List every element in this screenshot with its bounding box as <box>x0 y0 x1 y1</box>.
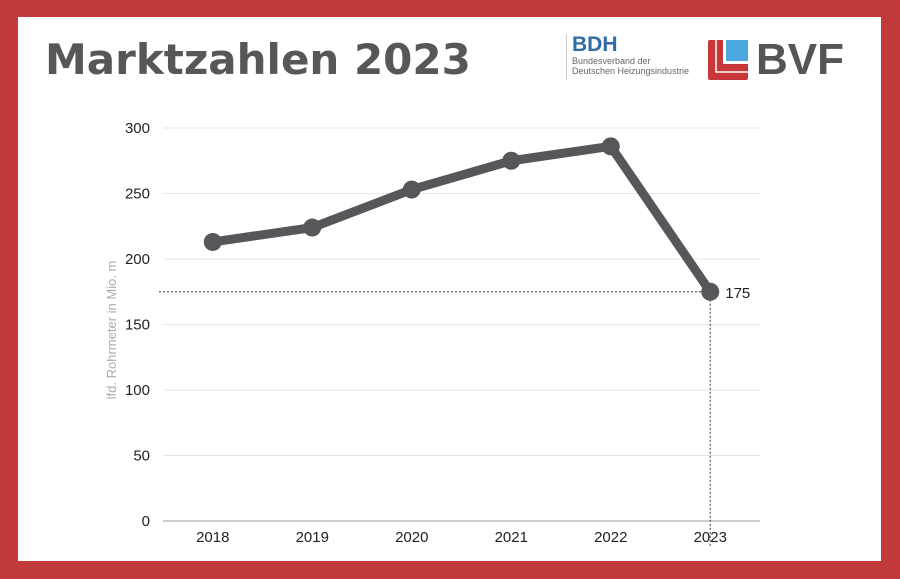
data-point-2020 <box>402 180 421 199</box>
x-tick-label: 2019 <box>296 529 329 546</box>
y-tick-label: 50 <box>133 448 150 465</box>
bvf-logo-name: BVF <box>756 35 844 84</box>
bdh-logo: BDH Bundesverband der Deutschen Heizungs… <box>566 34 689 80</box>
bdh-subtitle-2: Deutschen Heizungsindustrie <box>572 66 690 76</box>
x-tick-label: 2020 <box>395 529 428 546</box>
series-line <box>208 141 715 297</box>
frame <box>18 17 881 561</box>
data-point-2021 <box>502 151 521 170</box>
bvf-logo: BVF <box>708 38 844 82</box>
bdh-subtitle-1: Bundesverband der <box>572 56 651 66</box>
x-tick-label: 2018 <box>196 529 229 546</box>
y-axis-label: lfd. Rohrmeter in Mio. m <box>104 261 119 400</box>
bdh-logo-name: BDH <box>572 33 618 56</box>
data-point-2022 <box>601 137 620 156</box>
data-point-2019 <box>303 218 322 237</box>
y-tick-label: 250 <box>125 186 150 203</box>
y-tick-label: 100 <box>125 382 150 399</box>
data-point-2018 <box>203 232 222 251</box>
data-point-2023 <box>701 282 720 301</box>
y-tick-label: 0 <box>142 513 150 530</box>
y-tick-label: 300 <box>125 120 150 137</box>
y-tick-label: 150 <box>125 317 150 334</box>
page-title: Marktzahlen 2023 <box>45 35 471 84</box>
x-tick-label: 2022 <box>594 529 627 546</box>
bvf-logo-icon <box>708 40 748 80</box>
data-label-2023: 175 <box>725 285 750 302</box>
y-tick-label: 200 <box>125 251 150 268</box>
x-tick-label: 2021 <box>495 529 528 546</box>
